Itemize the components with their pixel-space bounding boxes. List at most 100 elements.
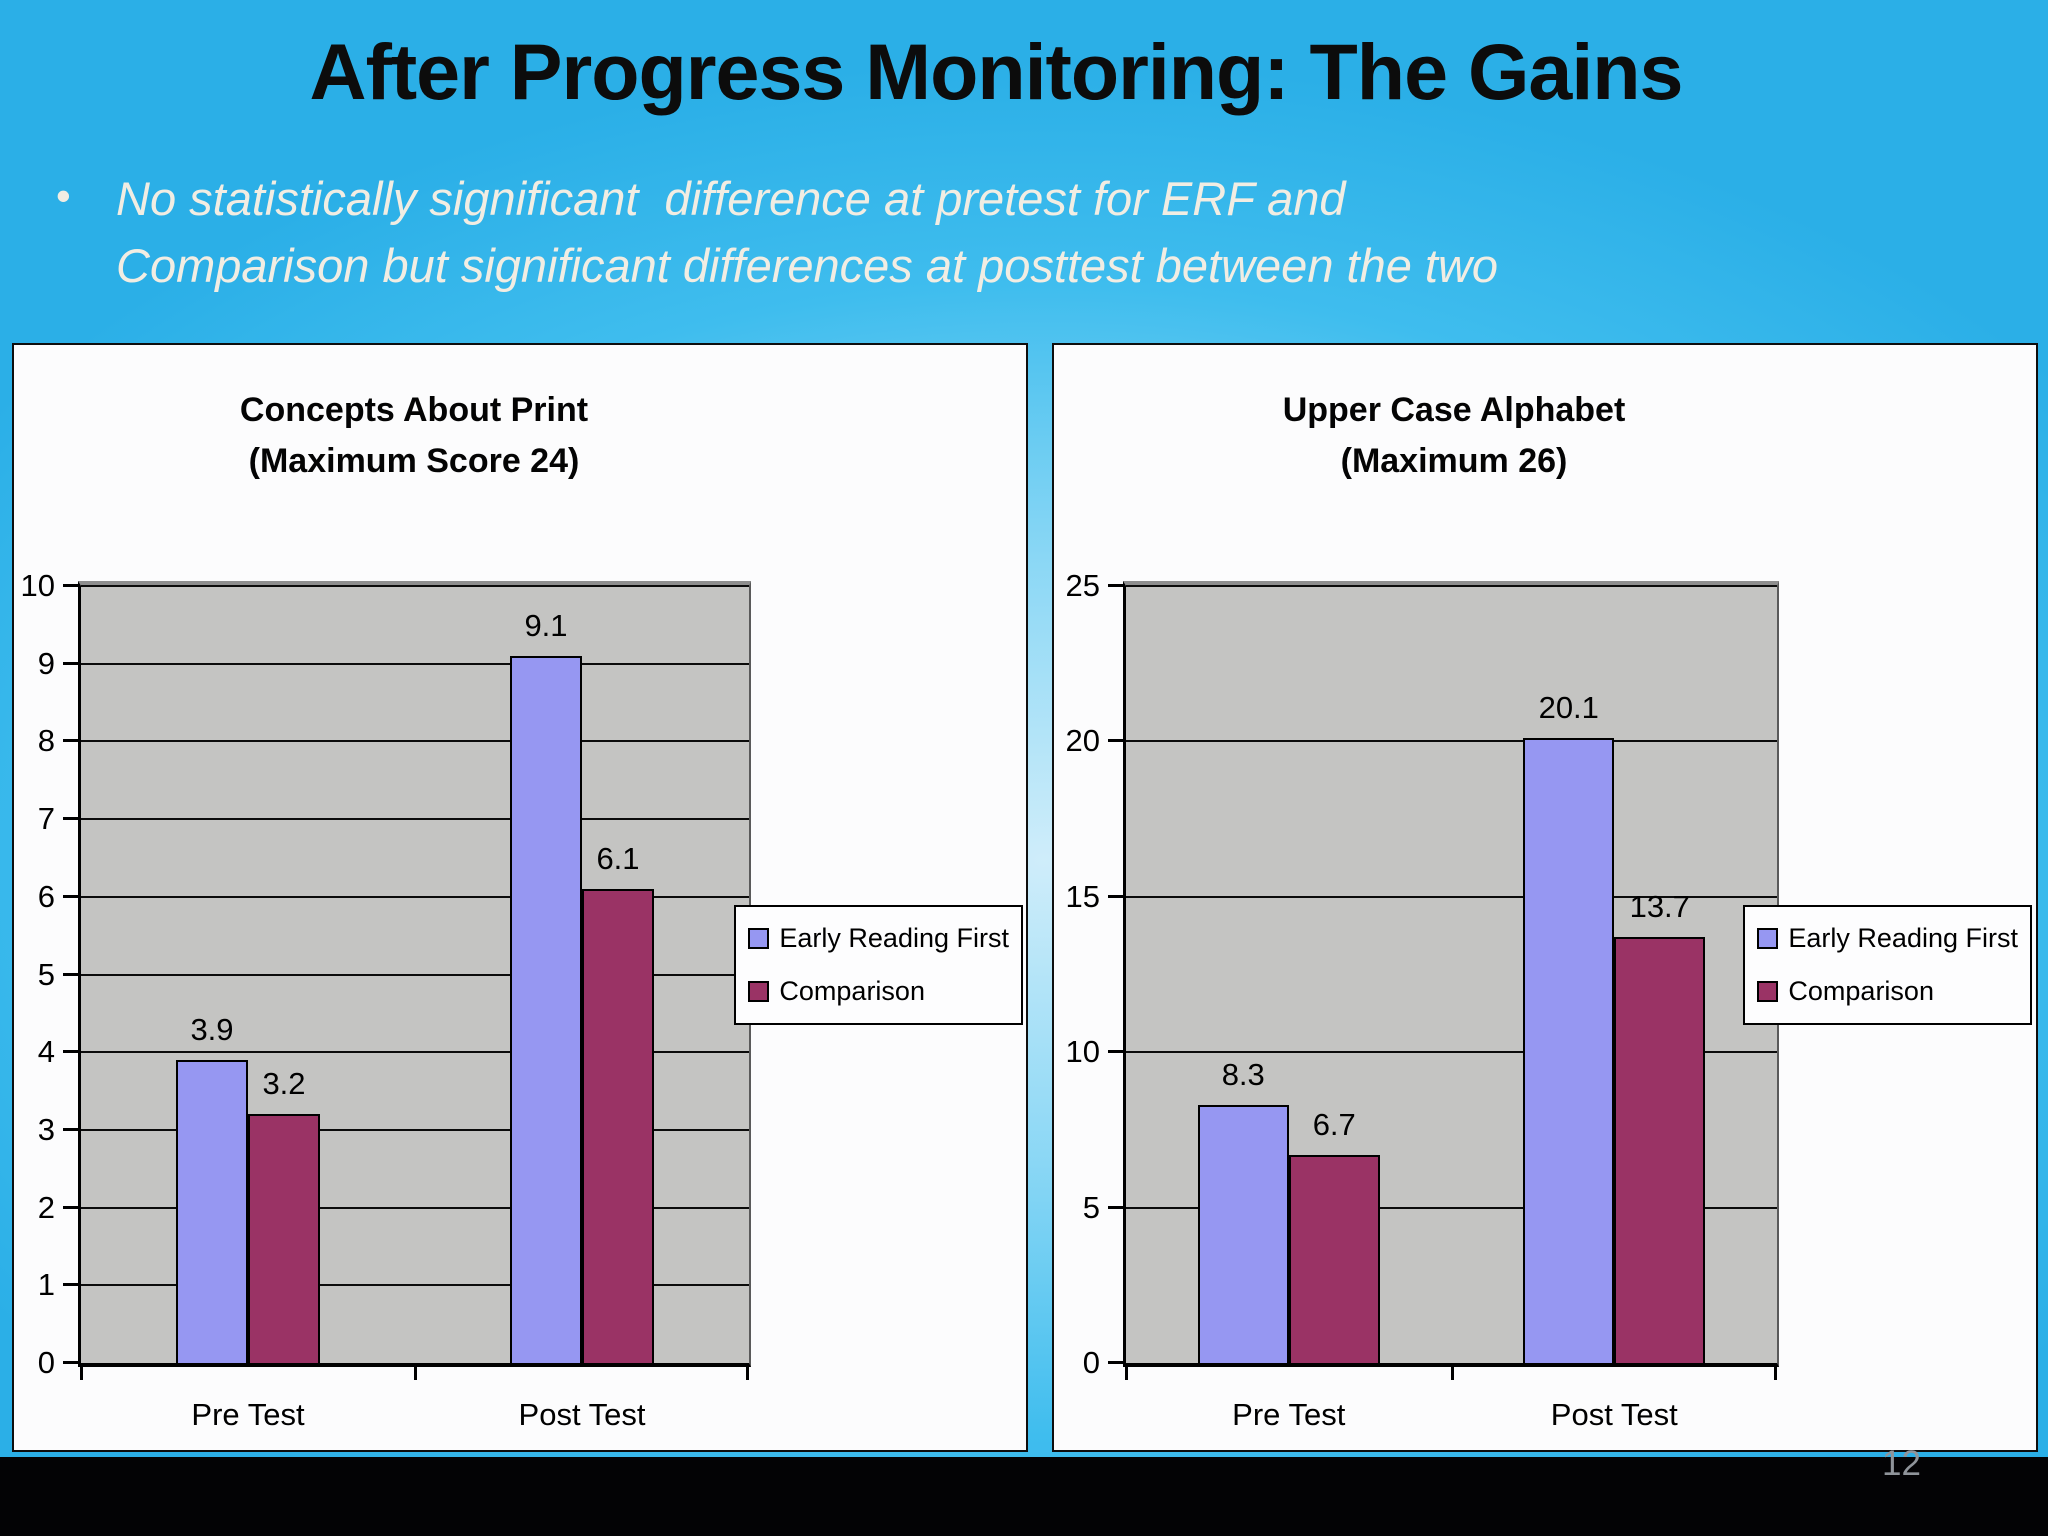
bullet-text-line1: No statistically significant difference …: [116, 172, 1346, 225]
y-axis-tick: [1108, 1205, 1123, 1209]
x-axis-label: Pre Test: [191, 1397, 305, 1432]
y-axis-label: 20: [1065, 723, 1100, 759]
x-axis-label: Post Test: [518, 1397, 646, 1432]
gridline: [81, 1051, 749, 1054]
legend-swatch: [748, 981, 770, 1002]
chart-subtitle-text: (Maximum Score 24): [248, 442, 580, 480]
legend-item: Early Reading First: [1757, 923, 2018, 954]
y-axis-label: 9: [37, 645, 55, 681]
y-axis-label: 8: [37, 723, 55, 759]
bar: [510, 655, 582, 1363]
y-axis-label: 5: [1082, 1189, 1100, 1225]
legend-label: Early Reading First: [779, 923, 1009, 953]
chart-title-text: Concepts About Print: [239, 391, 589, 429]
y-axis-tick: [1108, 584, 1123, 587]
y-axis-tick: [63, 894, 78, 898]
gridline: [81, 1128, 749, 1131]
bottom-black-bar: [0, 1457, 2048, 1536]
gridline: [81, 662, 749, 665]
bar-value-label: 3.9: [190, 1011, 234, 1047]
y-axis-label: 5: [37, 956, 55, 992]
slide-title: After Progress Monitoring: The Gains: [309, 27, 1684, 116]
bar-value-label: 20.1: [1538, 690, 1599, 726]
legend-item: Early Reading First: [748, 923, 1009, 954]
y-axis-label: 6: [37, 878, 55, 914]
y-axis-label: 2: [37, 1189, 55, 1225]
bar-value-label: 6.7: [1312, 1106, 1356, 1142]
y-axis-tick: [63, 739, 78, 743]
y-axis-label: 3: [37, 1111, 55, 1147]
x-axis-label: Post Test: [1550, 1397, 1678, 1432]
y-axis-tick: [1108, 1050, 1123, 1054]
chart-panel-upper-case-alphabet: Upper Case Alphabet (Maximum 26) 0 5 10 15 2…: [1052, 343, 2038, 1452]
x-axis-label: Pre Test: [1232, 1397, 1346, 1432]
chart-title: Concepts About Print (Maximum Score 24): [34, 385, 794, 487]
x-axis-tick: [414, 1367, 417, 1380]
y-axis-label: 7: [37, 801, 55, 837]
legend-item: Comparison: [1757, 976, 2018, 1007]
gridline: [1126, 740, 1777, 743]
y-axis-label: 4: [37, 1034, 55, 1070]
bar: [248, 1114, 320, 1363]
y-axis-tick: [63, 584, 78, 587]
gridline: [1126, 895, 1777, 898]
legend-label: Early Reading First: [1788, 923, 2018, 953]
x-axis-tick: [1125, 1367, 1128, 1380]
bar-value-label: 8.3: [1221, 1057, 1265, 1093]
bar-value-label: 9.1: [524, 607, 568, 643]
y-axis-tick: [63, 1361, 78, 1364]
bullet-text: No statistically significant difference …: [116, 166, 1498, 299]
gridline: [81, 1284, 749, 1287]
bar: [582, 889, 654, 1363]
chart-subtitle-text: (Maximum 26): [1340, 442, 1568, 480]
bar-value-label: 13.7: [1629, 889, 1690, 925]
y-axis-label: 0: [37, 1345, 55, 1380]
x-axis-tick: [80, 1367, 83, 1380]
gridline: [81, 818, 749, 821]
y-axis-tick: [1108, 1361, 1123, 1364]
y-axis-tick: [63, 817, 78, 821]
legend-swatch: [1757, 928, 1779, 949]
plot-area: 0 1 2 3 4 5 6 7 8 9 10 Pre Test 3.9 3.2 Post Test 9.1 6.…: [21, 570, 751, 1432]
y-axis-tick: [63, 661, 78, 665]
plot-area: 0 5 10 15 20 25 Pre Test 8.3 6.7 Post Test 20.1 13.…: [1066, 570, 1779, 1432]
x-axis-tick: [1774, 1367, 1777, 1380]
bullet-item: • No statistically significant differenc…: [56, 166, 2016, 299]
bar: [176, 1059, 248, 1363]
bar: [1288, 1154, 1380, 1363]
y-axis-label: 15: [1065, 878, 1100, 914]
gridline: [81, 895, 749, 898]
gridline: [1126, 1206, 1777, 1209]
y-axis-label: 0: [1082, 1345, 1100, 1380]
gridline: [81, 585, 749, 587]
y-axis-tick: [63, 1127, 78, 1131]
gridline: [81, 973, 749, 976]
y-axis-tick: [63, 1205, 78, 1209]
page-number: 12: [1882, 1444, 1921, 1483]
x-axis-tick: [1450, 1367, 1454, 1380]
bar: [1523, 738, 1615, 1363]
bar-value-label: 3.2: [262, 1066, 306, 1102]
y-axis-tick: [63, 1050, 78, 1054]
bullet-marker: •: [56, 172, 71, 219]
bar-value-label: 6.1: [596, 841, 640, 877]
y-axis-tick: [63, 972, 78, 976]
legend-item: Comparison: [748, 976, 1009, 1007]
chart-legend: Early Reading First Comparison: [734, 905, 1023, 1025]
chart-title-text: Upper Case Alphabet: [1282, 391, 1626, 429]
gridline: [1126, 585, 1777, 587]
y-axis-label: 10: [20, 568, 55, 603]
y-axis-tick: [1108, 894, 1123, 898]
y-axis-label: 25: [1065, 568, 1100, 603]
legend-label: Comparison: [779, 976, 925, 1006]
y-axis-label: 10: [1065, 1034, 1100, 1070]
chart-panel-concepts-about-print: Concepts About Print (Maximum Score 24) …: [12, 343, 1028, 1452]
y-axis-tick: [63, 1283, 78, 1287]
gridline: [81, 1206, 749, 1209]
gridline: [81, 740, 749, 743]
gridline: [1126, 1051, 1777, 1054]
chart-legend: Early Reading First Comparison: [1743, 905, 2032, 1025]
legend-label: Comparison: [1788, 976, 1934, 1006]
legend-swatch: [748, 928, 770, 949]
y-axis-label: 1: [37, 1267, 55, 1303]
